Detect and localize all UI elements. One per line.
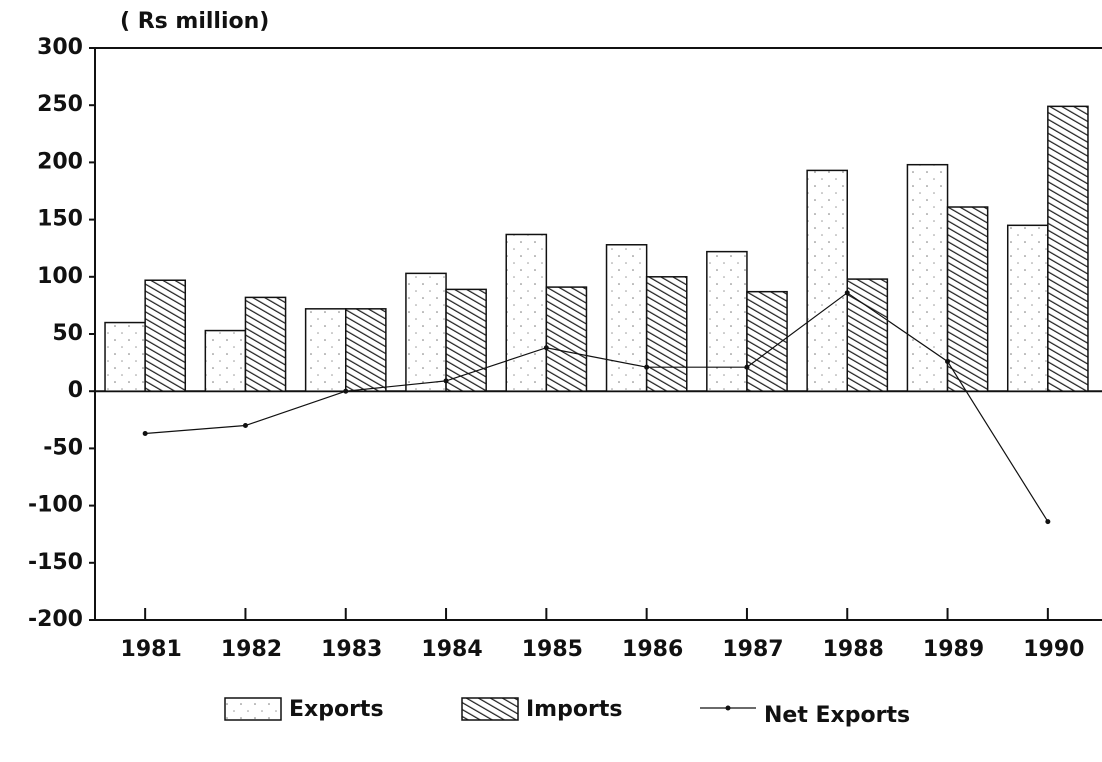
x-tick-label: 1983: [321, 637, 382, 662]
y-tick-label: -50: [43, 435, 83, 460]
point: [142, 431, 148, 437]
bar: [304, 308, 347, 392]
y-tick-label: 250: [37, 92, 83, 117]
y-tick-label: 150: [37, 207, 83, 232]
bar: [104, 321, 146, 392]
bar: [204, 329, 247, 392]
legend-point: [725, 705, 731, 711]
bar: [144, 279, 187, 392]
point: [1045, 519, 1051, 525]
point: [744, 364, 750, 370]
bar: [746, 290, 788, 392]
y-tick-label: 100: [37, 264, 83, 289]
point: [945, 358, 951, 364]
line: [145, 292, 1049, 522]
bar: [1047, 105, 1089, 392]
point: [844, 290, 850, 296]
x-tick-label: 1982: [221, 637, 282, 662]
bar: [846, 278, 889, 392]
bar: [244, 296, 287, 392]
point: [343, 388, 349, 394]
bar: [445, 288, 487, 392]
point: [543, 345, 549, 351]
y-tick-label: -200: [28, 607, 83, 632]
bar: [605, 244, 648, 392]
bar: [505, 233, 548, 392]
point: [644, 364, 650, 370]
y-tick-label: 300: [37, 35, 83, 60]
legend-label: Imports: [526, 697, 622, 722]
y-tick-label: 50: [52, 321, 83, 346]
bar: [1006, 224, 1049, 392]
bar: [645, 276, 688, 392]
point: [242, 423, 248, 429]
x-tick-label: 1989: [923, 637, 984, 662]
x-tick-label: 1987: [722, 637, 783, 662]
bar: [405, 272, 447, 392]
y-axis-label: ( Rs million): [120, 9, 269, 34]
legend-swatch: [461, 697, 519, 721]
bar: [706, 250, 748, 392]
legend-label: Net Exports: [764, 703, 910, 728]
x-tick-label: 1990: [1023, 637, 1084, 662]
bar: [545, 286, 588, 392]
y-tick-label: -150: [28, 550, 83, 575]
x-tick-label: 1986: [622, 637, 683, 662]
legend-label: Exports: [289, 697, 384, 722]
bar: [946, 206, 989, 392]
x-tick-label: 1984: [421, 637, 482, 662]
bar: [345, 308, 387, 392]
legend-swatch: [224, 697, 282, 721]
x-tick-label: 1981: [121, 637, 182, 662]
x-tick-label: 1988: [823, 637, 884, 662]
y-tick-label: 0: [68, 378, 83, 403]
y-tick-label: -100: [28, 493, 83, 518]
y-tick-label: 200: [37, 149, 83, 174]
bar: [906, 163, 949, 392]
point: [443, 378, 449, 384]
x-tick-label: 1985: [522, 637, 583, 662]
bar: [806, 169, 849, 392]
